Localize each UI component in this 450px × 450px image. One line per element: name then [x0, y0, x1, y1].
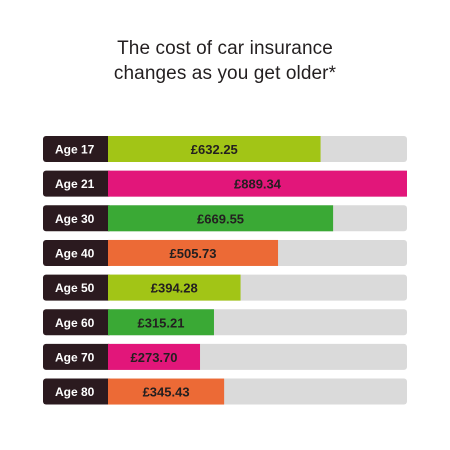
chart-title-line-2: changes as you get older*	[113, 63, 337, 84]
category-label: Age 40	[55, 246, 95, 260]
category-label-box	[43, 378, 112, 405]
category-label: Age 80	[55, 385, 95, 399]
bar-row: Age 80 £345.43	[43, 378, 407, 405]
category-label: Age 70	[55, 350, 95, 364]
data-label: £345.43	[143, 385, 190, 400]
category-label-box	[43, 274, 112, 301]
category-label-box	[43, 170, 112, 197]
bar-row: Age 40 £505.73	[43, 239, 407, 266]
bar	[108, 170, 407, 197]
data-label: £315.21	[137, 315, 184, 330]
category-label-box	[43, 136, 112, 162]
bar-row: Age 60 £315.21	[43, 309, 407, 336]
data-label: £505.73	[170, 246, 217, 261]
bar-row: Age 30 £669.55	[43, 205, 407, 232]
chart-title: The cost of car insurance changes as you…	[0, 36, 450, 86]
category-label: Age 60	[55, 316, 95, 330]
data-label: £669.55	[197, 211, 244, 226]
category-label: Age 17	[55, 143, 95, 157]
category-label: Age 30	[55, 212, 95, 226]
category-label: Age 21	[55, 177, 95, 191]
category-label-box	[43, 205, 112, 232]
bar-row: Age 50 £394.28	[43, 274, 407, 301]
category-label-box	[43, 309, 112, 336]
data-label: £273.70	[131, 350, 178, 365]
chart-title-line-1: The cost of car insurance	[117, 38, 333, 59]
data-label: £889.34	[234, 177, 282, 192]
bar	[108, 136, 321, 162]
bar	[108, 205, 334, 232]
bar	[108, 378, 225, 405]
bar-row: Age 21 £889.34	[43, 170, 407, 197]
data-label: £394.28	[151, 281, 198, 296]
bar	[108, 343, 201, 370]
bar	[108, 274, 241, 301]
bar-row: Age 70 £273.70	[43, 343, 407, 370]
category-label-box	[43, 239, 112, 266]
bar-row: Age 17 £632.25	[43, 136, 407, 162]
data-label: £632.25	[191, 142, 238, 157]
category-label: Age 50	[55, 281, 95, 295]
bar	[108, 239, 279, 266]
category-label-box	[43, 343, 112, 370]
bar	[108, 309, 214, 336]
